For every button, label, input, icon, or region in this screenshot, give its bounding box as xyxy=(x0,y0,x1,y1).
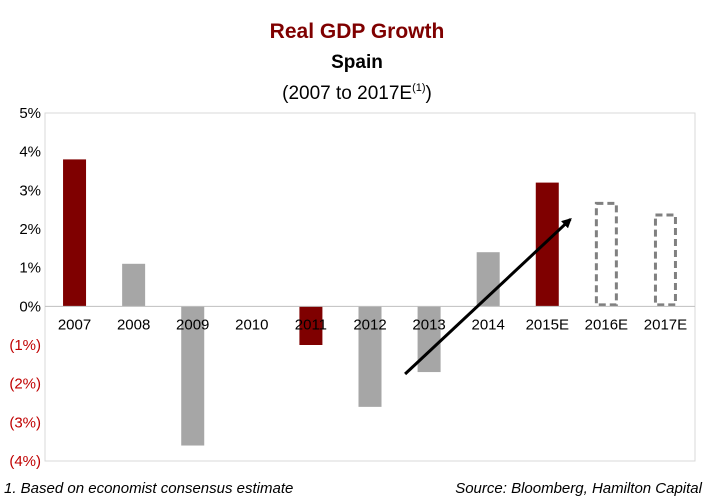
x-tick-label: 2008 xyxy=(117,316,150,333)
trend-arrow xyxy=(404,217,572,376)
y-tick-label: (3%) xyxy=(9,414,41,431)
y-tick-label: (4%) xyxy=(9,453,41,470)
bar-2017E xyxy=(653,213,677,307)
chart-period-close: ) xyxy=(425,83,432,104)
y-tick-label: 5% xyxy=(19,105,41,122)
y-tick-label: 3% xyxy=(19,182,41,199)
bar-2012 xyxy=(358,306,382,407)
bar-2009 xyxy=(181,306,205,446)
y-tick-label: 1% xyxy=(19,260,41,277)
x-tick-label: 2016E xyxy=(585,316,628,333)
x-tick-label: 2017E xyxy=(644,316,687,333)
chart-title: Real GDP Growth xyxy=(269,20,445,43)
x-tick-label: 2007 xyxy=(58,316,91,333)
x-tick-label: 2013 xyxy=(412,316,445,333)
footnote: 1. Based on economist consensus estimate xyxy=(4,480,294,497)
x-tick-label: 2010 xyxy=(235,316,268,333)
bar-2011 xyxy=(299,306,323,345)
y-tick-label: 4% xyxy=(19,144,41,161)
bar-2008 xyxy=(122,263,146,307)
x-tick-label: 2011 xyxy=(295,316,327,333)
x-tick-label: 2014 xyxy=(471,316,504,333)
y-tick-label: 2% xyxy=(19,221,41,238)
bar-2015E xyxy=(535,182,559,307)
chart-period-text: (2007 to 2017E xyxy=(282,83,413,104)
bar-2007 xyxy=(63,159,87,307)
y-tick-label: 0% xyxy=(19,298,41,315)
chart-period-footnote-marker: (1) xyxy=(412,82,426,94)
x-tick-label: 2012 xyxy=(353,316,386,333)
chart-subtitle: Spain xyxy=(331,52,383,73)
y-tick-label: (1%) xyxy=(9,337,41,354)
bar-2016E xyxy=(594,201,618,307)
plot-frame xyxy=(44,112,696,462)
x-tick-label: 2009 xyxy=(176,316,209,333)
y-tick-label: (2%) xyxy=(9,376,41,393)
chart-period: (2007 to 2017E(1)) xyxy=(0,82,714,105)
source-note: Source: Bloomberg, Hamilton Capital xyxy=(455,480,702,497)
x-tick-label: 2015E xyxy=(526,316,569,333)
